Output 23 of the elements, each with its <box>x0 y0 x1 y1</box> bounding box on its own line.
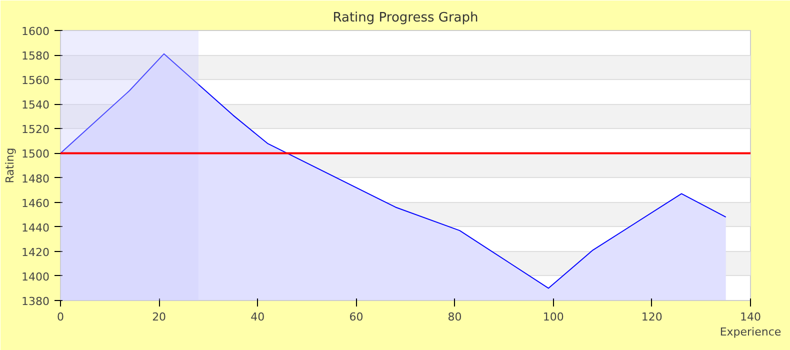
x-tick-label: 0 <box>57 310 64 324</box>
y-axis-title: Rating <box>4 148 17 184</box>
y-tick-label: 1580 <box>22 50 50 63</box>
x-tick-label: 140 <box>740 310 761 324</box>
y-tick-label: 1420 <box>22 246 50 259</box>
x-axis-title: Experience <box>720 326 782 338</box>
y-tick-label: 1520 <box>22 123 50 136</box>
y-tick-label: 1400 <box>22 270 50 284</box>
x-tick-label: 60 <box>349 310 364 324</box>
y-tick-label: 1560 <box>22 74 50 88</box>
y-tick-label: 1480 <box>22 172 50 186</box>
y-tick-label: 1500 <box>22 148 50 161</box>
chart-title: Rating Progress Graph <box>332 10 478 26</box>
y-tick-label: 1540 <box>22 98 50 112</box>
x-tick-label: 100 <box>542 310 564 324</box>
x-tick-label: 80 <box>448 310 462 324</box>
y-tick-label: 1440 <box>22 221 50 234</box>
x-tick-label: 40 <box>250 310 265 324</box>
x-tick-label: 120 <box>641 310 662 324</box>
y-tick-label: 1460 <box>22 196 50 210</box>
y-tick-label: 1380 <box>22 295 50 308</box>
x-tick-label: 20 <box>152 310 166 324</box>
y-tick-label: 1600 <box>22 25 50 38</box>
